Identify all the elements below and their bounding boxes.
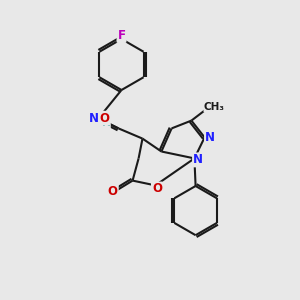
Text: N: N <box>89 112 99 125</box>
Text: CH₃: CH₃ <box>204 101 225 112</box>
Text: H: H <box>101 118 110 128</box>
Text: N: N <box>205 131 215 144</box>
Text: F: F <box>118 29 125 42</box>
Text: O: O <box>99 112 109 125</box>
Text: O: O <box>152 182 162 196</box>
Text: N: N <box>193 153 203 167</box>
Text: O: O <box>108 184 118 198</box>
